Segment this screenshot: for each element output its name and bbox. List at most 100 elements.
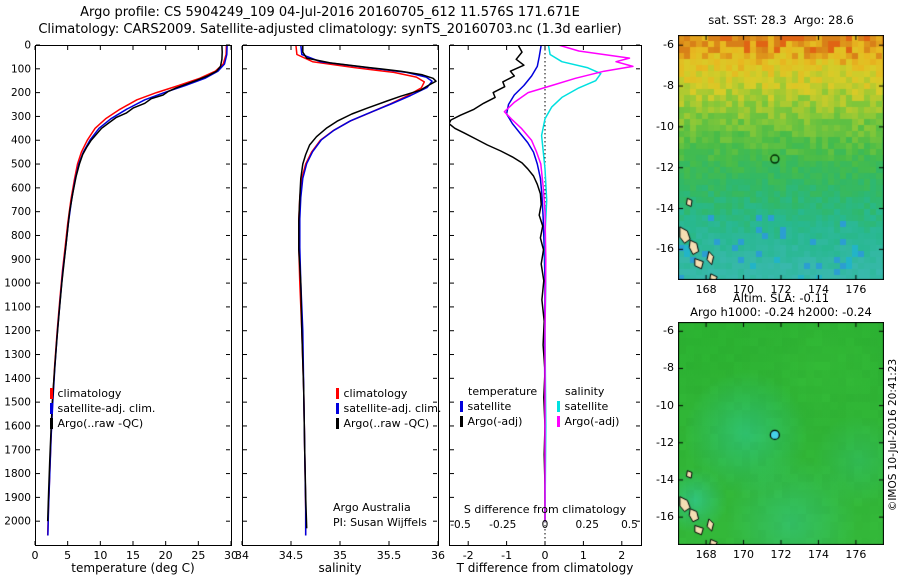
depth-tick-label: 1500 bbox=[4, 397, 31, 409]
map-lon-tick-label: 172 bbox=[770, 283, 792, 296]
legend-marker bbox=[336, 418, 339, 429]
series-argo-raw-qc bbox=[298, 45, 437, 529]
depth-tick-label: 1900 bbox=[4, 492, 31, 504]
x-tick-label: 20 bbox=[159, 549, 173, 562]
x-tick-label: 36 bbox=[431, 549, 445, 562]
difference-legend-salinity-column: salinity satellite Argo(-adj) bbox=[557, 384, 619, 429]
map-lat-tick-label: -12 bbox=[656, 160, 674, 174]
legend-item: satellite bbox=[460, 399, 537, 414]
sla-map-title-line1: Altim. SLA: -0.11 bbox=[732, 291, 830, 305]
depth-tick-label: 0 bbox=[24, 40, 31, 52]
legend-marker bbox=[460, 401, 463, 412]
x-tick-label: 2 bbox=[618, 549, 625, 562]
series-argo-T bbox=[449, 45, 546, 522]
legend-label: Argo(..raw -QC) bbox=[57, 417, 144, 430]
depth-tick-label: 700 bbox=[11, 206, 31, 218]
map-lon-tick-label: 176 bbox=[845, 283, 867, 296]
series-satellite-adj-clim bbox=[299, 45, 433, 536]
map-lat-tick-label: -10 bbox=[656, 119, 674, 133]
legend-label: satellite bbox=[467, 400, 512, 413]
depth-tick-label: 1200 bbox=[4, 325, 31, 337]
map-lat-tick-label: -16 bbox=[656, 510, 674, 524]
x-tick-label: 0 bbox=[32, 549, 39, 562]
series-satellite-T bbox=[505, 45, 546, 522]
panel-axes-box bbox=[35, 45, 232, 546]
x-tick-label: 35 bbox=[333, 549, 347, 562]
map-lon-tick-label: 172 bbox=[770, 548, 792, 561]
depth-tick-label: 1400 bbox=[4, 373, 31, 385]
map-lat-tick-label: -8 bbox=[663, 79, 674, 93]
depth-tick-label: 800 bbox=[11, 230, 31, 242]
map-lat-tick-label: -14 bbox=[656, 472, 674, 486]
temperature-legend: climatology satellite-adj. clim. Argo(..ra… bbox=[50, 386, 155, 431]
difference-legend-temperature-column: temperature satellite Argo(-adj) bbox=[460, 384, 537, 429]
x-tick-label: 1 bbox=[580, 549, 587, 562]
s-scale-tick-label: -0.5 bbox=[450, 519, 471, 531]
legend-column-header: salinity bbox=[565, 385, 605, 398]
depth-tick-label: 600 bbox=[11, 182, 31, 194]
pi-line: PI: Susan Wijffels bbox=[333, 516, 427, 529]
map-lat-tick-label: -8 bbox=[663, 361, 674, 375]
t-difference-axis-label: T difference from climatology bbox=[456, 561, 634, 575]
legend-label: satellite-adj. clim. bbox=[343, 402, 442, 415]
legend-marker bbox=[50, 418, 53, 429]
map-lat-tick-label: -10 bbox=[656, 398, 674, 412]
salinity-axis-label: salinity bbox=[318, 561, 362, 575]
series-argo-raw-qc bbox=[46, 45, 223, 522]
legend-label: Argo(-adj) bbox=[564, 415, 620, 428]
x-tick-label: 5 bbox=[64, 549, 71, 562]
legend-label: climatology bbox=[343, 387, 408, 400]
legend-marker bbox=[50, 388, 53, 399]
argo-australia-line: Argo Australia bbox=[333, 501, 411, 514]
argo-australia-annotation: Argo Australia PI: Susan Wijffels bbox=[333, 500, 427, 530]
legend-item: climatology bbox=[336, 386, 441, 401]
map-lon-tick-label: 174 bbox=[807, 283, 829, 296]
s-scale-tick-label: 0.5 bbox=[621, 519, 638, 531]
legend-item: climatology bbox=[50, 386, 155, 401]
depth-tick-label: 500 bbox=[11, 159, 31, 171]
sst-map-canvas bbox=[678, 35, 884, 280]
temperature-axis-label: temperature (deg C) bbox=[71, 561, 195, 575]
depth-tick-label: 100 bbox=[11, 63, 31, 75]
map-lon-tick-label: 170 bbox=[733, 548, 755, 561]
panel-axes-box bbox=[242, 45, 439, 546]
legend-item: Argo(..raw -QC) bbox=[336, 416, 441, 431]
panel-axes-box bbox=[449, 45, 642, 546]
depth-tick-label: 1100 bbox=[4, 301, 31, 313]
depth-tick-label: 200 bbox=[11, 87, 31, 99]
x-tick-label: 35.5 bbox=[377, 549, 402, 562]
x-tick-label: 15 bbox=[126, 549, 140, 562]
legend-item: Argo(-adj) bbox=[557, 414, 619, 429]
depth-tick-label: 1700 bbox=[4, 444, 31, 456]
legend-column-header: temperature bbox=[468, 385, 538, 398]
map-lon-tick-label: 170 bbox=[733, 283, 755, 296]
legend-label: satellite bbox=[564, 400, 609, 413]
depth-tick-label: 1600 bbox=[4, 420, 31, 432]
legend-marker bbox=[557, 416, 560, 427]
x-tick-label: 10 bbox=[93, 549, 107, 562]
map-lat-tick-label: -6 bbox=[663, 38, 674, 52]
series-argo-S bbox=[503, 45, 634, 522]
figure-title-line1: Argo profile: CS 5904249_109 04-Jul-2016… bbox=[80, 5, 580, 20]
s-scale-tick-label: 0 bbox=[541, 519, 549, 531]
legend-label: Argo(-adj) bbox=[467, 415, 523, 428]
x-tick-label: 0 bbox=[542, 549, 549, 562]
sla-map-canvas bbox=[678, 322, 884, 545]
x-tick-label: -2 bbox=[463, 549, 474, 562]
map-lon-tick-label: 168 bbox=[695, 283, 717, 296]
sst-map-title: sat. SST: 28.3 Argo: 28.6 bbox=[708, 13, 854, 27]
legend-label: climatology bbox=[57, 387, 122, 400]
imos-watermark: ©IMOS 10-Jul-2016 20:41:23 bbox=[887, 358, 899, 512]
legend-marker bbox=[557, 401, 560, 412]
salinity-legend: climatology satellite-adj. clim. Argo(..ra… bbox=[336, 386, 441, 431]
series-climatology bbox=[46, 45, 228, 536]
legend-item: satellite-adj. clim. bbox=[336, 401, 441, 416]
x-tick-label: 25 bbox=[191, 549, 205, 562]
figure-title-line2: Climatology: CARS2009. Satellite-adjuste… bbox=[38, 22, 622, 37]
x-tick-label: -1 bbox=[501, 549, 512, 562]
legend-marker bbox=[460, 416, 463, 427]
series-climatology bbox=[295, 45, 426, 536]
depth-tick-label: 1000 bbox=[4, 278, 31, 290]
